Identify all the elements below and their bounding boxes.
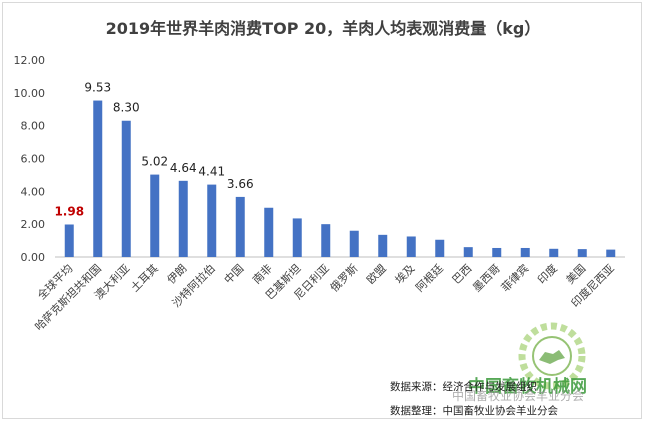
watermark-text: 中国畜牧机械网 (468, 377, 587, 397)
bar-value-label: 3.66 (227, 177, 254, 191)
bar (520, 247, 530, 257)
x-tick-label: 埃及 (392, 261, 417, 286)
x-tick-label: 墨西哥 (470, 262, 503, 295)
watermark-subtitle: 中国畜牧业协会羊业分会 (452, 389, 585, 403)
bar-value-label: 5.02 (141, 155, 168, 169)
chart-frame (2, 2, 642, 419)
bar (435, 239, 445, 257)
bar (378, 234, 388, 257)
y-tick-label: 12.00 (14, 54, 46, 67)
chart-title: 2019年世界羊肉消费TOP 20，羊肉人均表观消费量（kg） (105, 19, 541, 38)
bar-value-label: 8.30 (113, 101, 140, 115)
bar (577, 249, 587, 257)
bar (292, 218, 302, 257)
x-tick-label: 菲律宾 (498, 261, 531, 294)
bar (606, 249, 616, 257)
y-axis-labels: 0.00 2.00 4.00 6.00 8.00 10.00 12.00 (14, 54, 46, 264)
y-tick-label: 8.00 (21, 120, 46, 133)
y-tick-label: 6.00 (21, 153, 46, 166)
bar-value-label: 4.41 (198, 165, 225, 179)
bar-value-label: 4.64 (170, 161, 197, 175)
bar (549, 248, 559, 257)
bar (463, 247, 473, 257)
bars (64, 100, 616, 257)
watermark-logo (518, 322, 586, 390)
bar (64, 224, 74, 257)
bar (93, 100, 103, 257)
bar (492, 247, 502, 257)
x-tick-label: 美国 (564, 262, 589, 287)
y-tick-label: 4.00 (21, 185, 46, 198)
x-tick-label: 南非 (250, 262, 275, 287)
data-organizer-note: 数据整理：中国畜牧业协会羊业分会 (390, 405, 558, 417)
bar (178, 180, 188, 257)
x-tick-label: 土耳其 (128, 262, 161, 295)
bar (406, 236, 416, 257)
data-labels: 1.98 9.538.30 5.02 4.64 4.413.66 (54, 81, 253, 219)
bar (264, 207, 274, 257)
bar (321, 224, 331, 257)
x-tick-label: 印度 (534, 261, 559, 286)
x-tick-label: 阿根廷 (413, 261, 446, 294)
x-tick-label: 中国 (222, 262, 247, 287)
x-tick-label: 俄罗斯 (328, 262, 361, 295)
y-tick-label: 0.00 (21, 251, 46, 264)
bar-value-label: 9.53 (84, 81, 111, 95)
bar (121, 120, 131, 257)
y-tick-label: 2.00 (21, 218, 46, 231)
bar (349, 230, 359, 257)
bar (150, 174, 160, 257)
x-tick-label: 伊朗 (165, 262, 190, 287)
x-tick-label: 巴西 (450, 262, 475, 287)
bar-value-label: 1.98 (54, 204, 84, 218)
bar (207, 184, 217, 257)
y-tick-label: 10.00 (14, 87, 46, 100)
x-tick-label: 欧盟 (364, 262, 389, 287)
data-source-note: 数据来源：经济合作与发展组织 (390, 381, 537, 393)
bar (235, 196, 245, 257)
